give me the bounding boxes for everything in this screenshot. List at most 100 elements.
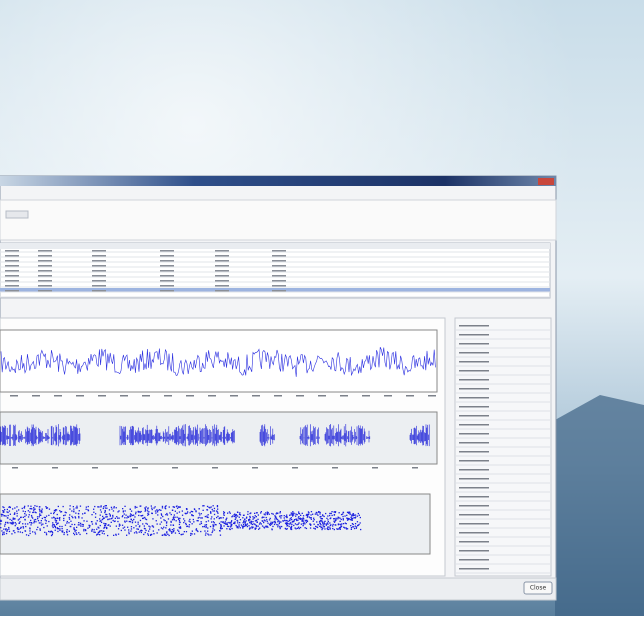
scatter-dot xyxy=(7,522,8,523)
scatter-dot xyxy=(136,528,137,529)
cell-text xyxy=(215,290,229,292)
scatter-dot xyxy=(219,523,220,524)
scatter-dot xyxy=(117,518,118,519)
panel-label xyxy=(459,424,489,426)
scatter-dot xyxy=(292,515,293,516)
scatter-dot xyxy=(212,509,213,510)
scatter-dot xyxy=(263,522,264,523)
scatter-dot xyxy=(171,514,172,515)
cell-text xyxy=(215,260,229,262)
scatter-dot xyxy=(161,513,162,514)
scatter-dot xyxy=(140,506,141,507)
scatter-dot xyxy=(182,510,183,511)
scatter-dot xyxy=(36,506,37,507)
scatter-dot xyxy=(192,531,193,532)
scatter-dot xyxy=(107,535,108,536)
scatter-dot xyxy=(2,514,3,515)
scatter-dot xyxy=(81,517,82,518)
panel-label xyxy=(459,487,489,489)
scatter-dot xyxy=(289,520,290,521)
scatter-dot xyxy=(83,524,84,525)
scatter-dot xyxy=(327,519,328,520)
scatter-dot xyxy=(153,507,154,508)
axis-tick-text xyxy=(274,395,282,397)
scatter-dot xyxy=(33,507,34,508)
scatter-dot xyxy=(173,528,174,529)
scatter-dot xyxy=(71,524,72,525)
scatter-dot xyxy=(193,519,194,520)
axis-tick-text xyxy=(362,395,370,397)
close-button-label[interactable]: Close xyxy=(530,585,547,592)
scatter-dot xyxy=(263,517,264,518)
scatter-dot xyxy=(239,512,240,513)
scatter-dot xyxy=(351,529,352,530)
scatter-dot xyxy=(131,526,132,527)
scatter-dot xyxy=(355,517,356,518)
scatter-dot xyxy=(166,531,167,532)
scatter-dot xyxy=(207,517,208,518)
scatter-dot xyxy=(254,524,255,525)
scatter-dot xyxy=(10,514,11,515)
scatter-dot xyxy=(235,517,236,518)
scatter-dot xyxy=(307,521,308,522)
scatter-dot xyxy=(138,524,139,525)
scatter-dot xyxy=(324,516,325,517)
scatter-dot xyxy=(351,515,352,516)
scatter-dot xyxy=(306,528,307,529)
scatter-dot xyxy=(148,535,149,536)
scatter-dot xyxy=(38,520,39,521)
scatter-dot xyxy=(145,532,146,533)
scatter-dot xyxy=(75,517,76,518)
scatter-dot xyxy=(340,524,341,525)
scatter-dot xyxy=(63,515,64,516)
scatter-dot xyxy=(284,517,285,518)
scatter-dot xyxy=(31,516,32,517)
scatter-dot xyxy=(3,532,4,533)
scatter-dot xyxy=(125,521,126,522)
cell-text xyxy=(92,250,106,252)
scatter-dot xyxy=(206,524,207,525)
scatter-dot xyxy=(219,530,220,531)
scatter-dot xyxy=(351,517,352,518)
scatter-dot xyxy=(171,531,172,532)
scatter-dot xyxy=(335,524,336,525)
scatter-dot xyxy=(55,518,56,519)
scatter-dot xyxy=(70,521,71,522)
scatter-dot xyxy=(34,521,35,522)
scatter-dot xyxy=(3,507,4,508)
scatter-dot xyxy=(273,514,274,515)
panel-label xyxy=(459,415,489,417)
scatter-dot xyxy=(178,507,179,508)
scatter-dot xyxy=(14,507,15,508)
scatter-dot xyxy=(41,524,42,525)
tab[interactable] xyxy=(6,211,28,218)
scatter-dot xyxy=(4,515,5,516)
scatter-dot xyxy=(144,517,145,518)
scatter-dot xyxy=(73,511,74,512)
scatter-dot xyxy=(347,518,348,519)
scatter-dot xyxy=(158,529,159,530)
scatter-dot xyxy=(135,507,136,508)
scatter-dot xyxy=(34,532,35,533)
scatter-dot xyxy=(13,530,14,531)
scatter-dot xyxy=(178,531,179,532)
cell-text xyxy=(38,250,52,252)
scatter-dot xyxy=(125,515,126,516)
scatter-dot xyxy=(353,513,354,514)
scatter-dot xyxy=(73,506,74,507)
cell-text xyxy=(215,285,229,287)
scatter-dot xyxy=(227,522,228,523)
cell-text xyxy=(272,265,286,267)
scatter-dot xyxy=(328,526,329,527)
scatter-dot xyxy=(72,517,73,518)
scatter-dot xyxy=(22,532,23,533)
cell-text xyxy=(160,275,174,277)
cell-text xyxy=(5,285,19,287)
scatter-dot xyxy=(172,519,173,520)
scatter-dot xyxy=(69,531,70,532)
scatter-dot xyxy=(25,511,26,512)
scatter-dot xyxy=(179,511,180,512)
scatter-dot xyxy=(186,531,187,532)
close-icon[interactable] xyxy=(538,178,554,185)
scatter-dot xyxy=(200,517,201,518)
